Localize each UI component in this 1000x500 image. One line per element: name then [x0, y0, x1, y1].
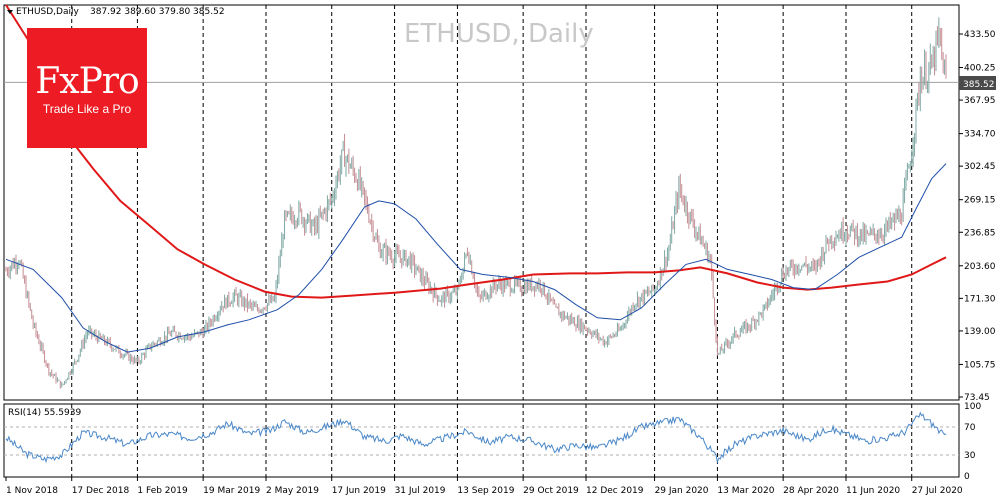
date-label: 17 Jun 2019	[332, 486, 386, 496]
date-label: 13 Sep 2019	[457, 486, 514, 496]
logo-wordmark: FxPro	[35, 61, 139, 102]
date-label: 29 Oct 2019	[523, 486, 579, 496]
price-label: 171.30	[964, 294, 996, 304]
price-axis: 433.50 400.25 367.95 334.70 302.45 269.15 236.…	[959, 30, 996, 403]
current-price-badge	[959, 76, 996, 90]
price-label: 334.70	[964, 130, 996, 140]
price-label: 400.25	[964, 64, 996, 74]
rsi-level-label: 0	[964, 472, 970, 482]
rsi-header: RSI(14) 55.5939	[8, 408, 81, 418]
header-triangle-icon	[7, 10, 13, 14]
date-label: 28 Apr 2020	[783, 486, 839, 496]
date-label: 12 Dec 2019	[586, 486, 644, 496]
fxpro-logo: FxPro Trade Like a Pro	[27, 28, 147, 148]
date-label: 1 Feb 2019	[137, 486, 188, 496]
date-label: 1 Nov 2018	[6, 486, 58, 496]
price-label: 73.45	[964, 393, 990, 403]
candles	[5, 17, 947, 389]
ma-fast-line	[5, 163, 947, 353]
price-label: 302.45	[964, 162, 996, 172]
price-label: 105.75	[964, 360, 996, 370]
rsi-level-label: 100	[964, 402, 981, 412]
rsi-level-label: 70	[964, 423, 976, 433]
date-axis: 1 Nov 2018 17 Dec 2018 1 Feb 2019 19 Mar 20…	[5, 477, 963, 496]
price-label: 139.00	[964, 327, 996, 337]
date-label: 31 Jul 2019	[395, 486, 446, 496]
date-label: 17 Dec 2018	[72, 486, 130, 496]
rsi-panel-frame	[3, 403, 960, 478]
price-label: 269.15	[964, 196, 996, 206]
date-label: 13 Mar 2020	[717, 486, 774, 496]
date-label: 2 May 2019	[266, 486, 319, 496]
price-panel-frame	[3, 4, 960, 401]
ma-slow-line	[5, 4, 947, 299]
date-label: 27 Jul 2020	[912, 486, 963, 496]
date-label: 11 Jun 2020	[846, 486, 900, 496]
date-label: 29 Jan 2020	[655, 486, 709, 496]
symbol-header: ETHUSD,Daily	[16, 7, 79, 17]
current-price-label: 385.52	[963, 80, 995, 90]
logo-tagline: Trade Like a Pro	[42, 102, 132, 116]
rsi-level-label: 30	[964, 451, 976, 461]
price-label: 367.95	[964, 96, 996, 106]
price-label: 433.50	[964, 30, 996, 40]
price-label: 236.85	[964, 228, 996, 238]
ohlc-values: 387.92 389.60 379.80 385.52	[90, 7, 225, 17]
date-label: 19 Mar 2019	[203, 486, 260, 496]
chart-title: ETHUSD, Daily	[404, 19, 594, 49]
price-label: 203.60	[964, 262, 996, 272]
rsi-line	[5, 411, 947, 464]
rsi-axis: 100 70 30 0	[964, 402, 981, 482]
